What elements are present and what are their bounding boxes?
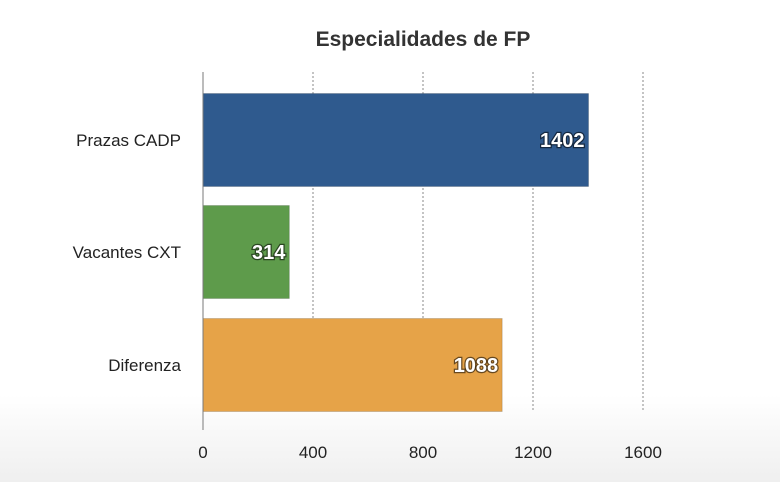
x-tick-label: 800 bbox=[409, 443, 437, 462]
x-tick-label: 1600 bbox=[624, 443, 662, 462]
x-tick-label: 0 bbox=[198, 443, 207, 462]
category-label: Vacantes CXT bbox=[73, 243, 181, 262]
data-label: 1088 bbox=[454, 355, 499, 377]
bar bbox=[202, 205, 290, 299]
bar bbox=[202, 93, 590, 187]
category-label: Prazas CADP bbox=[76, 131, 181, 150]
category-label: Diferenza bbox=[108, 356, 181, 375]
bars bbox=[202, 93, 590, 412]
data-label: 314 bbox=[252, 242, 286, 264]
x-tick-label: 400 bbox=[299, 443, 327, 462]
chart-title: Especialidades de FP bbox=[315, 28, 531, 51]
x-tick-label: 1200 bbox=[514, 443, 552, 462]
labels: 0 400 800 1200 1600 Prazas CADP 1402 Vacantes C… bbox=[73, 129, 662, 462]
data-label: 1402 bbox=[540, 130, 585, 152]
bar bbox=[202, 318, 503, 412]
